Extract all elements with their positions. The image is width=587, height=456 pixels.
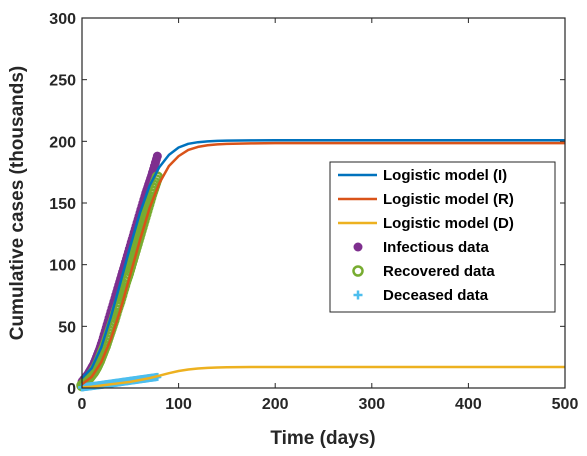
x-tick-label: 300 xyxy=(358,396,385,413)
y-tick-label: 100 xyxy=(49,258,76,275)
x-tick-label: 0 xyxy=(78,396,87,413)
axes-layer: 0 100 200 300 400 500 0 50 100 150 200 250 300 xyxy=(49,11,578,413)
x-tick-label: 200 xyxy=(262,396,289,413)
series-line-1 xyxy=(81,141,565,386)
series-line-0 xyxy=(81,138,565,380)
legend-marker-swatch xyxy=(353,242,363,252)
y-tick-label: 0 xyxy=(67,381,76,398)
legend-label: Deceased data xyxy=(383,287,489,304)
legend-entry: Logistic model (D) xyxy=(338,215,514,232)
legend-label: Logistic model (R) xyxy=(383,191,514,208)
legend-entry: Logistic model (R) xyxy=(338,191,514,208)
legend-label: Infectious data xyxy=(383,239,490,256)
y-tick-label: 300 xyxy=(49,11,76,28)
y-tick-label: 200 xyxy=(49,134,76,151)
legend: Logistic model (I) Logistic model (R) Logi… xyxy=(329,161,556,313)
y-axis-title: Cumulative cases (thousands) xyxy=(7,66,28,341)
legend-entry: Recovered data xyxy=(352,263,495,280)
series-line-2 xyxy=(81,365,565,389)
x-tick-label: 500 xyxy=(552,396,579,413)
legend-marker-swatch xyxy=(353,290,363,300)
legend-label: Logistic model (D) xyxy=(383,215,514,232)
legend-label: Logistic model (I) xyxy=(383,167,507,184)
legend-entry: Logistic model (I) xyxy=(338,167,507,184)
x-tick-label: 100 xyxy=(165,396,192,413)
data-point xyxy=(152,151,162,161)
legend-entry: Deceased data xyxy=(353,287,489,304)
legend-marker-swatch xyxy=(352,265,364,277)
legend-label: Recovered data xyxy=(383,263,495,280)
legend-entry: Infectious data xyxy=(353,239,490,256)
legend-box xyxy=(329,161,556,313)
y-tick-label: 150 xyxy=(49,196,76,213)
y-tick-label: 50 xyxy=(58,319,76,336)
x-tick-label: 400 xyxy=(455,396,482,413)
x-axis-title: Time (days) xyxy=(270,428,375,449)
y-tick-label: 250 xyxy=(49,73,76,90)
